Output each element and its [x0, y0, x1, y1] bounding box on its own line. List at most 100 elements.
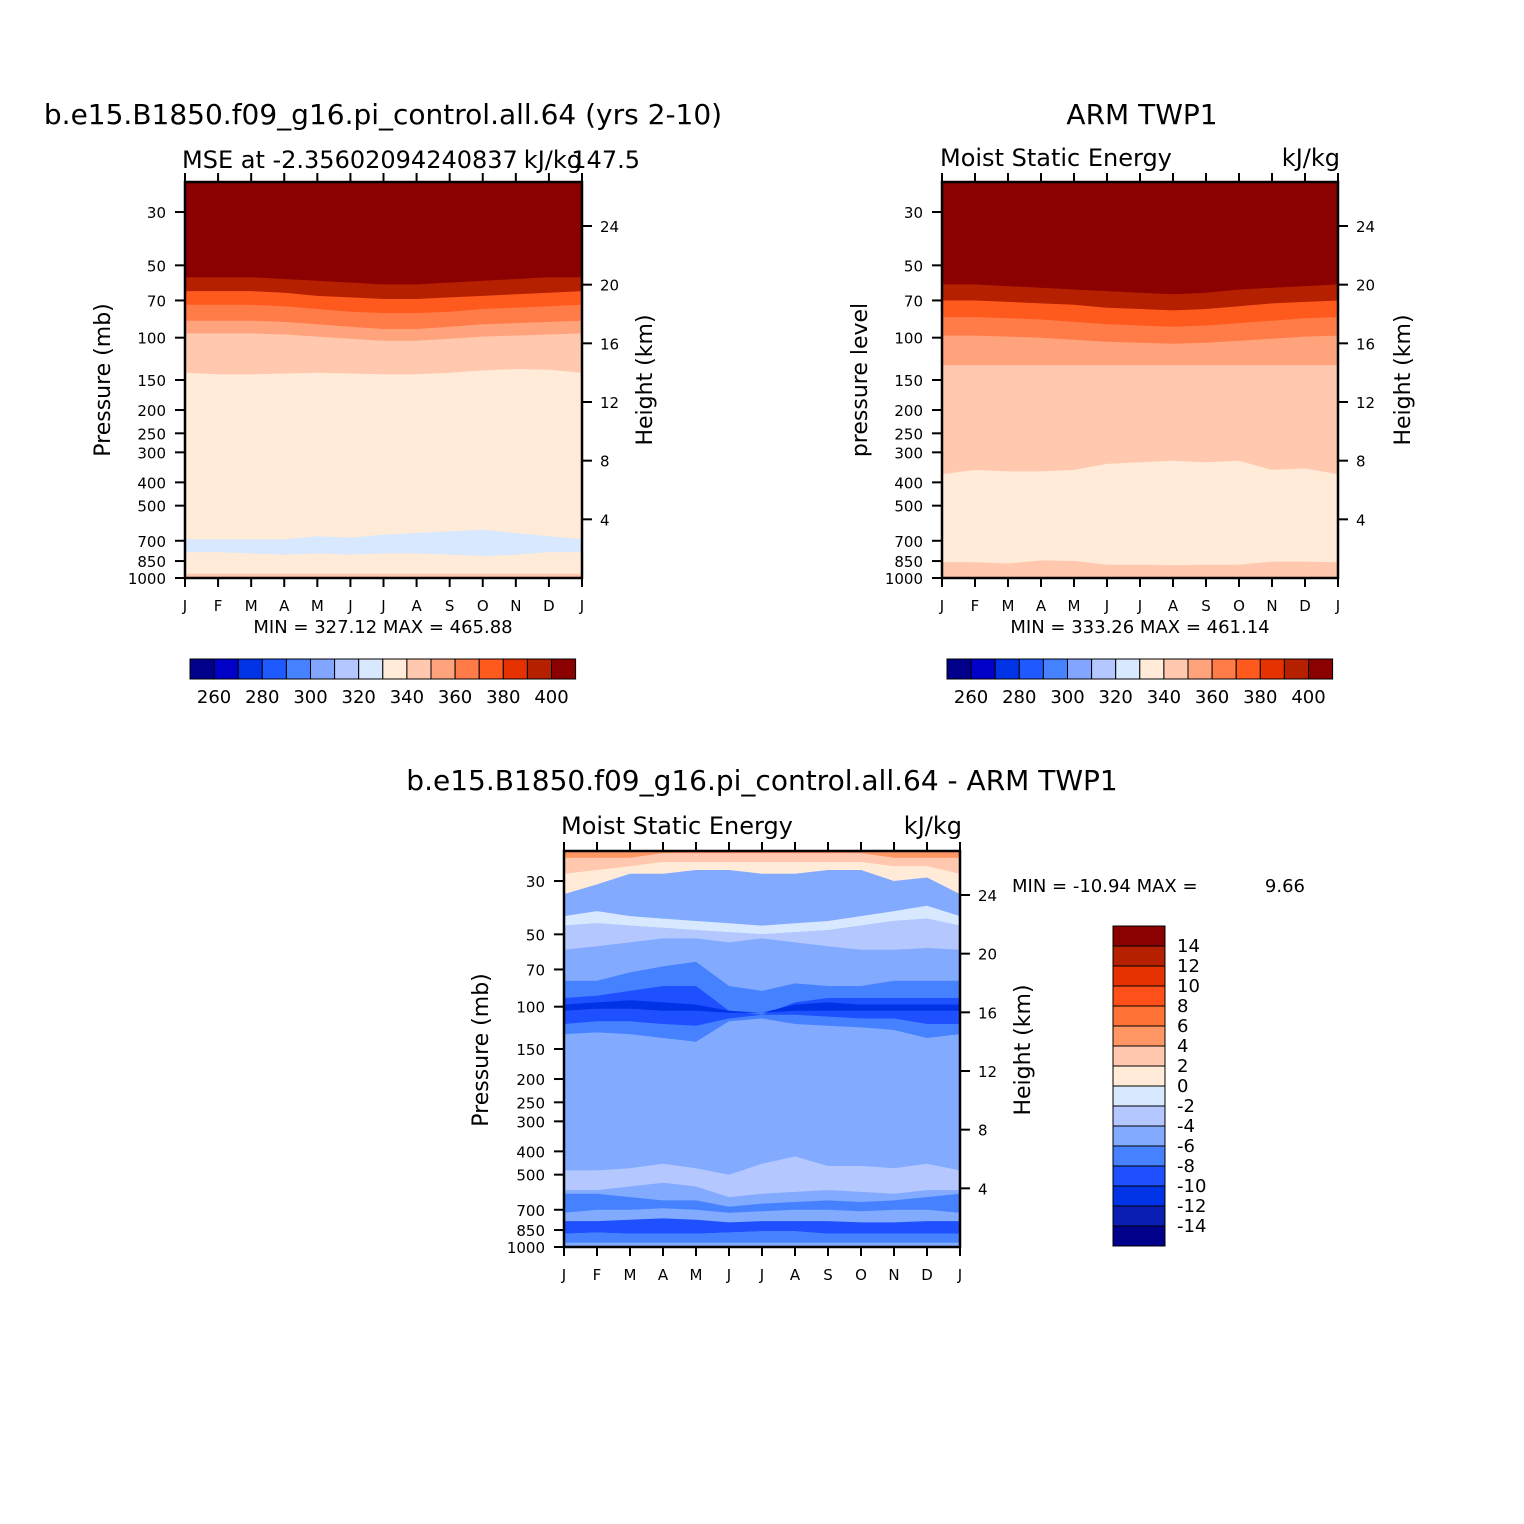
- obs-ylabel-right: Height (km): [1391, 314, 1416, 445]
- obs-xtick-label: J: [1335, 597, 1340, 615]
- model-colorbar-label: 340: [390, 687, 424, 708]
- model-colorbar-swatch: [478, 658, 504, 680]
- model-ptick-label: 100: [137, 330, 166, 348]
- diff-contour-band: [564, 918, 960, 950]
- diff-contour-band: [564, 1156, 960, 1198]
- obs-colorbar-label: 360: [1195, 687, 1229, 708]
- obs-colorbar-swatch: [1308, 658, 1334, 680]
- model-extra-title: 147.5: [571, 146, 640, 174]
- model-ptick-label: 30: [147, 204, 166, 222]
- diff-ztick-label: 4: [978, 1180, 988, 1198]
- diff-colorbar-swatch: [1112, 1225, 1166, 1247]
- diff-ptick-label: 200: [516, 1071, 545, 1089]
- diff-contour-band: [564, 1000, 960, 1013]
- obs-xtick-label: F: [971, 597, 980, 615]
- diff-colorbar-swatch: [1112, 1085, 1166, 1107]
- diff-colorbar-label: -2: [1177, 1096, 1195, 1117]
- diff-colorbar-label: -14: [1177, 1216, 1206, 1237]
- diff-ptick-label: 250: [516, 1094, 545, 1112]
- model-minmax: MIN = 327.12 MAX = 465.88: [253, 617, 512, 638]
- diff-colorbar-label: 6: [1177, 1016, 1188, 1037]
- obs-ptick-label: 500: [894, 498, 923, 516]
- model-xtick-label: F: [214, 597, 223, 615]
- obs-minmax: MIN = 333.26 MAX = 461.14: [1010, 617, 1269, 638]
- diff-colorbar-swatch: [1112, 1005, 1166, 1027]
- obs-colorbar-swatch: [1139, 658, 1165, 680]
- obs-xtick-label: N: [1266, 597, 1277, 615]
- model-ptick-label: 200: [137, 402, 166, 420]
- diff-left-title: Moist Static Energy: [561, 812, 793, 840]
- model-colorbar-swatch: [213, 658, 239, 680]
- diff-colorbar-swatch: [1112, 1185, 1166, 1207]
- obs-ztick-label: 24: [1356, 218, 1375, 236]
- obs-colorbar-label: 300: [1050, 687, 1084, 708]
- obs-xtick-label: J: [1137, 597, 1142, 615]
- diff-ztick-label: 24: [978, 887, 997, 905]
- diff-colorbar-swatch: [1112, 1105, 1166, 1127]
- diff-ptick-label: 700: [516, 1202, 545, 1220]
- diff-colorbar-label: -6: [1177, 1136, 1195, 1157]
- diff-max-value: 9.66: [1265, 876, 1305, 897]
- obs-xtick-label: O: [1233, 597, 1245, 615]
- model-xtick-label: D: [543, 597, 555, 615]
- diff-suptitle: b.e15.B1850.f09_g16.pi_control.all.64 - …: [406, 764, 1117, 797]
- diff-colorbar-label: 4: [1177, 1036, 1188, 1057]
- diff-minmax: MIN = -10.94 MAX =: [1012, 876, 1198, 897]
- diff-contour-band: [564, 851, 960, 1247]
- diff-colorbar-label: 12: [1177, 956, 1200, 977]
- model-xtick-label: M: [311, 597, 324, 615]
- diff-ptick-label: 850: [516, 1222, 545, 1240]
- model-colorbar-swatch: [261, 658, 287, 680]
- obs-ptick-label: 100: [894, 330, 923, 348]
- obs-colorbar-swatch: [946, 658, 972, 680]
- obs-xtick-label: J: [939, 597, 944, 615]
- diff-contour-band: [564, 1218, 960, 1234]
- model-colorbar-swatch: [189, 658, 215, 680]
- model-ptick-label: 500: [137, 498, 166, 516]
- obs-contour-fills: [942, 182, 1338, 578]
- model-xtick-label: O: [477, 597, 489, 615]
- model-colorbar-label: 300: [293, 687, 327, 708]
- obs-ptick-label: 200: [894, 402, 923, 420]
- model-colorbar-swatch: [334, 658, 360, 680]
- obs-colorbar-label: 400: [1291, 687, 1325, 708]
- model-xtick-label: J: [380, 597, 385, 615]
- model-ptick-label: 250: [137, 425, 166, 443]
- model-colorbar-swatch: [310, 658, 336, 680]
- diff-colorbar-swatch: [1112, 925, 1166, 947]
- model-ztick-label: 12: [600, 394, 619, 412]
- model-xtick-label: J: [347, 597, 352, 615]
- diff-colorbar-label: 8: [1177, 996, 1188, 1017]
- model-colorbar-swatch: [382, 658, 408, 680]
- diff-xtick-label: A: [658, 1266, 669, 1284]
- model-contour-band: [185, 529, 582, 556]
- diff-ztick-label: 16: [978, 1004, 997, 1022]
- model-colorbar-label: 260: [197, 687, 231, 708]
- diff-ylabel-right: Height (km): [1011, 984, 1036, 1115]
- model-ptick-label: 50: [147, 257, 166, 275]
- diff-contour-fills: [564, 851, 960, 1247]
- model-contour-band: [185, 182, 582, 285]
- diff-ztick-label: 20: [978, 946, 997, 964]
- diff-xtick-label: J: [726, 1266, 731, 1284]
- obs-colorbar-swatch: [1283, 658, 1310, 680]
- obs-ylabel: pressure level: [848, 303, 873, 457]
- diff-colorbar-swatch: [1112, 1145, 1166, 1167]
- diff-xtick-label: D: [921, 1266, 933, 1284]
- model-ztick-label: 8: [600, 453, 610, 471]
- obs-ztick-label: 16: [1356, 335, 1375, 353]
- model-colorbar-label: 360: [438, 687, 472, 708]
- model-xtick-label: J: [182, 597, 187, 615]
- obs-right-title: kJ/kg: [1282, 144, 1340, 172]
- diff-xtick-label: O: [855, 1266, 867, 1284]
- obs-colorbar-swatch: [1067, 658, 1093, 680]
- obs-ptick-label: 150: [894, 372, 923, 390]
- model-ptick-label: 400: [137, 474, 166, 492]
- model-xtick-label: M: [245, 597, 258, 615]
- diff-xtick-label: J: [957, 1266, 962, 1284]
- obs-colorbar-swatch: [1115, 658, 1141, 680]
- diff-contour-band: [564, 851, 960, 858]
- diff-colorbar-swatch: [1112, 1165, 1166, 1187]
- diff-xtick-label: J: [561, 1266, 566, 1284]
